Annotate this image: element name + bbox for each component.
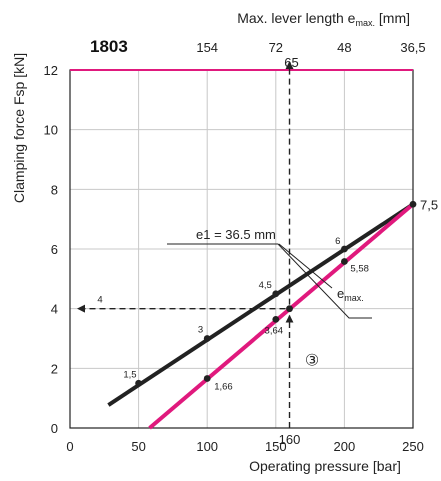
top-tick-label: 154 <box>196 40 218 55</box>
series-line-emax <box>148 202 415 430</box>
y-tick-label: 10 <box>44 123 58 138</box>
chart-labels: 0 50 100 150 200 250 0 2 4 6 8 10 12 1,5 3 4,5 6 7,5 1,66 3… <box>11 10 438 474</box>
data-point <box>341 245 348 253</box>
y-tick-label: 4 <box>51 302 58 317</box>
x-axis-title: Operating pressure [bar] <box>249 458 401 474</box>
series-label-leader-2 <box>278 243 333 289</box>
x-tick-label: 250 <box>402 439 424 454</box>
series-name-emax-main: e <box>337 286 344 301</box>
point-label: 5,58 <box>350 264 369 275</box>
top-axis-title-sub: max. <box>355 18 375 28</box>
point-label: 1,66 <box>214 381 233 392</box>
top-tick-label: 72 <box>269 40 283 55</box>
force-marker-label: 4 <box>97 295 102 306</box>
y-tick-label: 6 <box>51 242 58 257</box>
series-name-e1: e1 = 36.5 mm <box>196 227 276 242</box>
point-label: 3,64 <box>265 325 284 336</box>
data-point <box>203 375 211 382</box>
point-label: 4,5 <box>259 280 272 291</box>
step-marker: ③ <box>305 352 319 369</box>
top-axis-title: Max. lever length emax. [mm] <box>237 10 410 28</box>
data-point <box>272 316 280 323</box>
y-tick-label: 8 <box>51 182 58 197</box>
top-axis-title-unit: [mm] <box>375 10 410 26</box>
data-point <box>135 379 143 387</box>
data-point <box>409 200 417 208</box>
intersection-point <box>286 305 293 313</box>
point-label: 3 <box>198 325 203 336</box>
data-point <box>272 290 280 298</box>
data-points <box>135 200 417 387</box>
data-point <box>203 335 211 342</box>
point-label: 6 <box>335 236 340 247</box>
y-tick-label: 12 <box>44 63 58 78</box>
series-name-emax: emax. <box>337 286 364 303</box>
y-tick-label: 2 <box>51 361 58 376</box>
x-tick-label: 200 <box>334 439 356 454</box>
x-tick-label: 100 <box>196 439 218 454</box>
pressure-marker-label: 160 <box>279 432 301 447</box>
x-tick-label: 50 <box>131 439 145 454</box>
chart-code: 1803 <box>90 37 128 56</box>
top-tick-label: 48 <box>337 40 351 55</box>
y-tick-label: 0 <box>51 421 58 436</box>
top-tick-label: 36,5 <box>400 40 425 55</box>
data-point <box>341 258 348 265</box>
y-axis-title: Clamping force Fsp [kN] <box>11 53 27 203</box>
annotations <box>77 61 372 428</box>
lever-marker-label: 65 <box>284 55 298 70</box>
series-line-e1 <box>107 202 415 407</box>
series-name-emax-sub: max. <box>344 293 364 303</box>
top-axis-title-main: Max. lever length e <box>237 10 355 26</box>
point-label: 7,5 <box>420 197 438 212</box>
point-label: 1,5 <box>123 369 136 380</box>
x-tick-label: 150 <box>265 439 287 454</box>
x-tick-label: 0 <box>66 439 73 454</box>
series-label-leader <box>167 243 372 319</box>
series-lines <box>70 69 415 430</box>
